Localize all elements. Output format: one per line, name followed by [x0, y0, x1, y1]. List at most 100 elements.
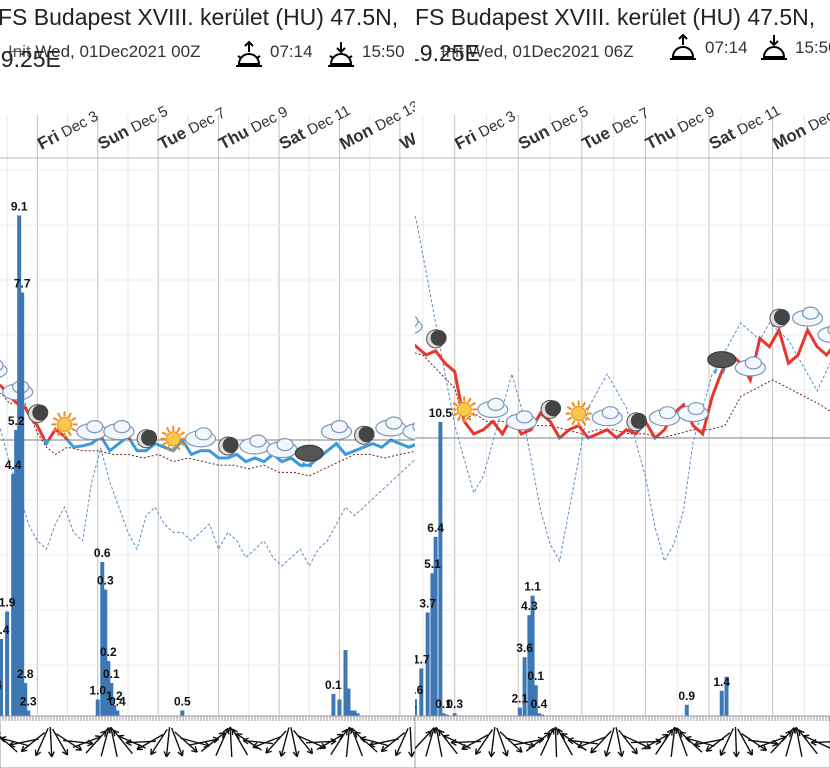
init-label-left: Init [8, 42, 31, 61]
rain-cloud-icon [707, 351, 737, 369]
wind-arrow-head [560, 733, 565, 740]
wind-arrow-icon [85, 730, 107, 754]
precipitation-bar [23, 683, 28, 716]
wind-arrow-head [746, 751, 753, 756]
wind-arrow-head [557, 728, 564, 733]
precipitation-label: 3.7 [419, 596, 436, 610]
moon-icon-shadow [545, 400, 562, 417]
cloud-icon-top [86, 420, 104, 434]
wind-arrow-head [296, 750, 300, 757]
wind-arrow-head [685, 735, 692, 739]
chart-subtitle-right: Init Wed, 01Dec2021 06Z [441, 42, 633, 62]
wind-arrow-head [222, 727, 229, 733]
precipitation-label: 2.3 [20, 695, 37, 709]
wind-arrow-icon [252, 735, 282, 749]
precipitation-label: 6.4 [427, 521, 444, 535]
sunset-icon [759, 33, 789, 68]
precipitation-bar [536, 713, 541, 716]
wind-arrow-icon [568, 739, 598, 745]
wind-arrow-head [442, 735, 448, 741]
precipitation-label: 5.1 [424, 557, 441, 571]
moon-icon-shadow [773, 309, 790, 326]
precipitation-label: 0.1 [435, 697, 452, 711]
wind-arrow-head [515, 750, 523, 753]
wind-arrow-head [772, 743, 779, 747]
wind-arrow-icon [475, 729, 493, 755]
moon-icon-shadow [430, 329, 447, 346]
wind-arrow-icon [409, 726, 413, 758]
precipitation-bar [11, 474, 16, 716]
wind-arrow-icon [720, 728, 734, 756]
wind-arrow-icon [737, 728, 753, 756]
wind-arrow-head [617, 751, 623, 758]
wind-arrow-icon [380, 732, 406, 752]
wind-arrow-head [235, 733, 240, 740]
wind-arrow-icon [590, 730, 612, 754]
precipitation-bar [425, 612, 430, 716]
cloud-icon-top [744, 356, 762, 370]
wind-arrow-head [590, 750, 597, 754]
run-time-right: Wed, 01Dec2021 06Z [463, 42, 634, 61]
precipitation-bar [95, 699, 100, 716]
precipitation-label: 0.4 [0, 678, 2, 692]
moon-icon-shadow [358, 426, 375, 443]
precipitation-label: 1.9 [0, 596, 16, 610]
wind-arrow-icon [395, 728, 409, 756]
wind-arrow-head [381, 749, 388, 753]
rain-drop [721, 368, 726, 374]
precipitation-bar [106, 661, 111, 716]
wind-arrow-icon [605, 727, 615, 757]
wind-arrow-head [177, 751, 183, 757]
wind-arrow-icon [0, 737, 30, 747]
wind-arrow-head [552, 726, 557, 733]
cloud-icon-top [601, 406, 619, 420]
wind-arrow-icon [293, 729, 313, 755]
wind-arrow-head [136, 744, 141, 750]
wind-arrow-head [310, 747, 314, 754]
precipitation-label: 0.1 [103, 667, 120, 681]
min-temperature-line [0, 425, 415, 568]
cloud-icon-top [0, 360, 4, 371]
date-tick-label: Tue Dec 7 [579, 103, 652, 154]
precipitation-bar [724, 676, 729, 716]
wind-arrow-head [567, 739, 574, 745]
wind-arrow-head [438, 729, 445, 734]
wind-arrow-icon [415, 730, 432, 750]
wind-arrow-icon [615, 727, 623, 757]
wind-arrow-head [438, 730, 441, 737]
date-tick-label: Thu Dec 9 [642, 102, 717, 154]
wind-arrow-head [502, 751, 508, 757]
wind-arrow-head [720, 751, 726, 757]
precipitation-label: 0.1 [527, 669, 544, 683]
precipitation-bar [346, 688, 351, 716]
precipitation-label: 3.6 [516, 641, 533, 655]
precipitation-bar [0, 639, 4, 716]
wind-arrow-icon [369, 738, 399, 746]
rain-drop [309, 461, 314, 468]
precipitation-bar [17, 215, 22, 716]
wind-arrow-head [280, 751, 286, 757]
wind-arrow-head [354, 731, 358, 738]
wind-arrow-icon [350, 727, 364, 757]
wind-arrow-icon [676, 727, 688, 757]
wind-arrow-icon [360, 737, 390, 747]
meteogram-panel-left: Fri Dec 3 Sun Dec 5 Tue Dec 7 Thu Dec 9 Sat … [0, 4, 415, 768]
wind-arrow-head [655, 740, 662, 746]
wind-arrow-head [506, 750, 509, 757]
wind-arrow-head [360, 736, 367, 739]
wind-arrow-head [605, 751, 611, 757]
wind-arrow-head [621, 750, 625, 757]
wind-arrow-icon [540, 728, 554, 756]
wind-arrow-icon [345, 727, 351, 757]
wind-arrow-icon [618, 729, 638, 755]
precipitation-label: 0.1 [325, 678, 342, 692]
wind-arrow-icon [290, 727, 298, 757]
cloud-icon-top [658, 406, 677, 420]
wind-arrow-icon [505, 737, 535, 747]
wind-arrow-head [408, 751, 413, 758]
wind-arrow-head [226, 726, 231, 733]
wind-arrow-icon [734, 726, 738, 758]
wind-arrow-head [8, 740, 15, 746]
precipitation-label: 7.7 [14, 277, 31, 291]
precipitation-label: 1.1 [524, 580, 541, 594]
